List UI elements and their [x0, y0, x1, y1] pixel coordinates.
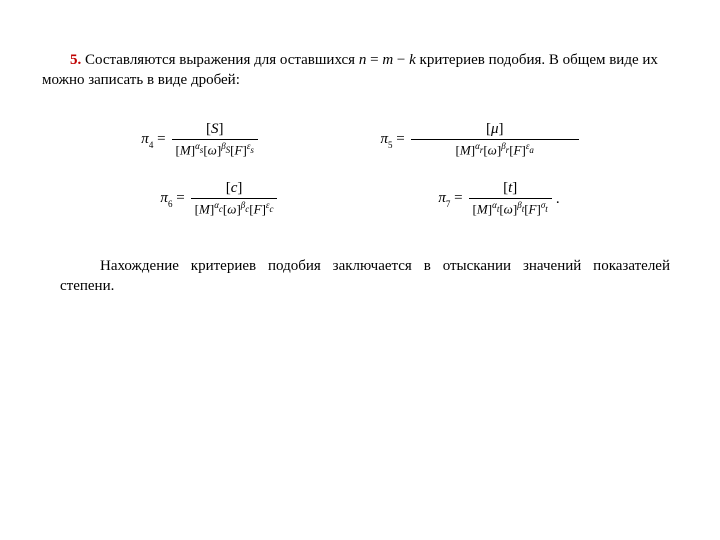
denominator: [M]αc[ω]βc[F]εc — [191, 199, 278, 217]
var-k: k — [409, 52, 416, 68]
pi-symbol: π — [380, 131, 388, 147]
exp-c: εs — [247, 141, 254, 151]
fraction: [μ] [M]αr[ω]βr[F]εa — [411, 121, 579, 159]
exp-a: αc — [214, 200, 223, 210]
bracket-close: ] — [218, 121, 223, 137]
paragraph-conclusion: Нахождение критериев подобия заключается… — [60, 256, 678, 297]
exp-b-sym: β — [517, 200, 521, 210]
eq-sign: = — [153, 131, 165, 147]
text-frag-3: − — [393, 52, 409, 68]
den-w: ω — [227, 202, 236, 217]
text-frag-2: = — [366, 52, 382, 68]
paragraph-intro: 5. Составляются выражения для оставшихся… — [42, 50, 678, 91]
den-w: ω — [208, 142, 217, 157]
bracket-close: ] — [498, 121, 503, 137]
equation-row-1: π4 = [S] [M]αs[ω]βS[F]εs π5 = [μ] [M]αr[… — [80, 121, 640, 159]
pi-symbol: π — [141, 131, 149, 147]
denominator: [M]αt[ω]βt[F]σt — [469, 199, 552, 217]
equation-pi5: π5 = [μ] [M]αr[ω]βr[F]εa — [380, 121, 578, 159]
exp-a: αs — [195, 141, 203, 151]
exp-b-sub: S — [226, 145, 231, 155]
den-F: F — [529, 202, 537, 217]
exp-a: αr — [475, 141, 483, 151]
equation-pi6: π6 = [c] [M]αc[ω]βc[F]εc — [160, 180, 277, 218]
eq-lhs: π5 = — [380, 129, 404, 150]
numerator: [S] — [172, 121, 258, 140]
exp-b-sub: r — [506, 145, 510, 155]
fraction: [t] [M]αt[ω]βt[F]σt — [469, 180, 552, 218]
den-M: M — [460, 142, 471, 157]
numerator: [c] — [191, 180, 278, 199]
exp-b-sym: β — [221, 141, 225, 151]
eq-lhs: π4 = — [141, 129, 165, 150]
equation-pi7: π7 = [t] [M]αt[ω]βt[F]σt . — [438, 180, 559, 218]
pi-sub: 4 — [149, 140, 154, 150]
numerator: [t] — [469, 180, 552, 199]
fraction: [S] [M]αs[ω]βS[F]εs — [172, 121, 258, 159]
exp-b: βS — [221, 141, 230, 151]
bracket-close: ] — [237, 180, 242, 196]
exp-c-sub: s — [250, 145, 254, 155]
exp-b-sub: t — [522, 204, 525, 214]
denominator: [M]αr[ω]βr[F]εa — [411, 140, 579, 158]
exp-b: βt — [517, 200, 524, 210]
eq-period: . — [556, 189, 560, 209]
eq-sign: = — [172, 190, 184, 206]
den-M: M — [477, 202, 488, 217]
exp-c-sub: a — [529, 145, 534, 155]
pi-sub: 6 — [168, 199, 173, 209]
denominator: [M]αs[ω]βS[F]εs — [172, 140, 258, 158]
exp-c-sub: t — [545, 204, 548, 214]
den-M: M — [199, 202, 210, 217]
fraction: [c] [M]αc[ω]βc[F]εc — [191, 180, 278, 218]
den-F: F — [254, 202, 262, 217]
exp-c: εc — [266, 200, 274, 210]
pi-symbol: π — [438, 190, 446, 206]
equation-row-2: π6 = [c] [M]αc[ω]βc[F]εc π7 = [t] [M]αt[… — [80, 180, 640, 218]
exp-c: σt — [541, 200, 548, 210]
pi-symbol: π — [160, 190, 168, 206]
den-w: ω — [504, 202, 513, 217]
equation-pi4: π4 = [S] [M]αs[ω]βS[F]εs — [141, 121, 258, 159]
exp-a-sub: r — [480, 145, 484, 155]
exp-c-sub: c — [269, 204, 273, 214]
equations-block: π4 = [S] [M]αs[ω]βS[F]εs π5 = [μ] [M]αr[… — [80, 121, 640, 218]
bracket-close: ] — [512, 180, 517, 196]
exp-c: εa — [526, 141, 534, 151]
pi-sub: 7 — [446, 199, 451, 209]
eq-sign: = — [392, 131, 404, 147]
exp-a-sub: c — [219, 204, 223, 214]
document-page: 5. Составляются выражения для оставшихся… — [0, 0, 720, 316]
den-M: M — [180, 142, 191, 157]
exp-b-sym: β — [501, 141, 505, 151]
var-m: m — [382, 52, 393, 68]
exp-b-sub: c — [245, 204, 249, 214]
den-w: ω — [488, 142, 497, 157]
exp-b: βr — [501, 141, 509, 151]
eq-sign: = — [450, 190, 462, 206]
eq-lhs: π6 = — [160, 188, 184, 209]
exp-a-sub: s — [200, 145, 204, 155]
den-F: F — [514, 142, 522, 157]
text-frag-1: Составляются выражения для оставшихся — [81, 52, 359, 68]
pi-sub: 5 — [388, 140, 393, 150]
eq-lhs: π7 = — [438, 188, 462, 209]
step-number: 5. — [70, 52, 81, 68]
numerator: [μ] — [411, 121, 579, 140]
exp-a: αt — [492, 200, 499, 210]
exp-b: βc — [241, 200, 249, 210]
exp-a-sub: t — [497, 204, 500, 214]
den-F: F — [235, 142, 243, 157]
